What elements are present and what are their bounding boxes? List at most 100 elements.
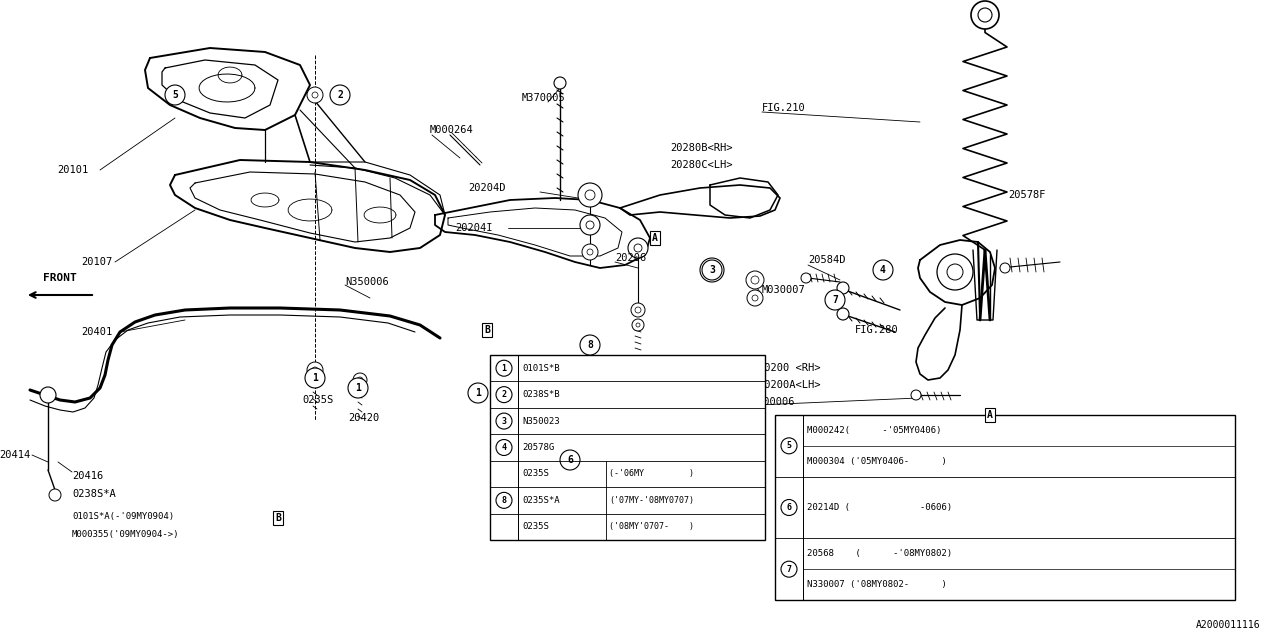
Text: 20101: 20101 bbox=[56, 165, 88, 175]
Circle shape bbox=[554, 77, 566, 89]
Circle shape bbox=[49, 489, 61, 501]
Circle shape bbox=[632, 319, 644, 331]
Circle shape bbox=[40, 387, 56, 403]
Text: FIG.210: FIG.210 bbox=[762, 103, 805, 113]
Circle shape bbox=[911, 390, 922, 400]
Text: 1: 1 bbox=[475, 388, 481, 398]
Text: N330007 ('08MY0802-      ): N330007 ('08MY0802- ) bbox=[806, 580, 947, 589]
Text: 20420: 20420 bbox=[348, 413, 379, 423]
Circle shape bbox=[348, 378, 369, 398]
Circle shape bbox=[972, 1, 998, 29]
Circle shape bbox=[837, 282, 849, 294]
Text: 20584D: 20584D bbox=[808, 255, 846, 265]
Text: 7: 7 bbox=[786, 564, 791, 573]
Circle shape bbox=[873, 260, 893, 280]
Text: 20578G: 20578G bbox=[522, 443, 554, 452]
Text: 20280C<LH>: 20280C<LH> bbox=[669, 160, 732, 170]
Circle shape bbox=[801, 273, 812, 283]
Circle shape bbox=[497, 413, 512, 429]
Text: 20401: 20401 bbox=[81, 327, 113, 337]
Text: 0238S*A: 0238S*A bbox=[72, 489, 115, 499]
Circle shape bbox=[826, 290, 845, 310]
Circle shape bbox=[746, 271, 764, 289]
Text: 20578F: 20578F bbox=[1009, 190, 1046, 200]
Text: 0235S*A: 0235S*A bbox=[522, 496, 559, 505]
Circle shape bbox=[357, 377, 364, 383]
Text: M030007: M030007 bbox=[762, 285, 805, 295]
Circle shape bbox=[468, 383, 488, 403]
Circle shape bbox=[497, 360, 512, 376]
Circle shape bbox=[588, 249, 593, 255]
Text: 20280B<RH>: 20280B<RH> bbox=[669, 143, 732, 153]
Circle shape bbox=[305, 368, 325, 388]
Text: 4: 4 bbox=[502, 443, 507, 452]
Circle shape bbox=[580, 335, 600, 355]
Text: M000264: M000264 bbox=[430, 125, 474, 135]
Text: B: B bbox=[484, 325, 490, 335]
Text: 0238S*B: 0238S*B bbox=[522, 390, 559, 399]
Text: 20416: 20416 bbox=[72, 471, 104, 481]
Text: 4: 4 bbox=[881, 265, 886, 275]
Text: 0235S: 0235S bbox=[522, 522, 549, 531]
Text: 0101S*A(-'09MY0904): 0101S*A(-'09MY0904) bbox=[72, 511, 174, 520]
Circle shape bbox=[582, 244, 598, 260]
Circle shape bbox=[632, 382, 648, 398]
Bar bbox=[490, 355, 765, 540]
Text: 7: 7 bbox=[832, 295, 838, 305]
Text: 0235S: 0235S bbox=[302, 395, 333, 405]
Circle shape bbox=[631, 303, 645, 317]
Text: FRONT: FRONT bbox=[44, 273, 77, 283]
Circle shape bbox=[701, 260, 722, 280]
Circle shape bbox=[353, 373, 367, 387]
Circle shape bbox=[748, 290, 763, 306]
Circle shape bbox=[628, 238, 648, 258]
Text: FIG.280: FIG.280 bbox=[855, 325, 899, 335]
Circle shape bbox=[1000, 263, 1010, 273]
Circle shape bbox=[978, 8, 992, 22]
Circle shape bbox=[751, 276, 759, 284]
Text: 2: 2 bbox=[502, 390, 507, 399]
Circle shape bbox=[497, 387, 512, 403]
Circle shape bbox=[585, 190, 595, 200]
Text: 0235S: 0235S bbox=[522, 469, 549, 479]
Text: 20204I: 20204I bbox=[454, 223, 493, 233]
Text: N350023: N350023 bbox=[522, 417, 559, 426]
Circle shape bbox=[579, 183, 602, 207]
Text: 1: 1 bbox=[355, 383, 361, 393]
Circle shape bbox=[307, 362, 323, 378]
Text: M000355('09MY0904->): M000355('09MY0904->) bbox=[72, 529, 179, 538]
Text: M000242(      -'05MY0406): M000242( -'05MY0406) bbox=[806, 426, 941, 435]
Text: 5: 5 bbox=[786, 442, 791, 451]
Circle shape bbox=[497, 440, 512, 456]
Text: M00006: M00006 bbox=[758, 397, 795, 407]
Circle shape bbox=[781, 561, 797, 577]
Text: 5: 5 bbox=[172, 90, 178, 100]
Text: 3: 3 bbox=[709, 265, 716, 275]
Text: 1: 1 bbox=[502, 364, 507, 372]
Text: 0510S: 0510S bbox=[648, 393, 680, 403]
Text: A2000011116: A2000011116 bbox=[1196, 620, 1260, 630]
Text: 20206: 20206 bbox=[614, 253, 646, 263]
Text: M000304 ('05MY0406-      ): M000304 ('05MY0406- ) bbox=[806, 457, 947, 466]
Text: 3: 3 bbox=[502, 417, 507, 426]
Text: 20107: 20107 bbox=[81, 257, 113, 267]
Text: 2: 2 bbox=[337, 90, 343, 100]
Text: ('08MY'0707-    ): ('08MY'0707- ) bbox=[609, 522, 694, 531]
Circle shape bbox=[312, 367, 317, 373]
Text: 20204D: 20204D bbox=[468, 183, 506, 193]
Text: M370005: M370005 bbox=[522, 93, 566, 103]
Text: 20200A<LH>: 20200A<LH> bbox=[758, 380, 820, 390]
Text: 6: 6 bbox=[786, 503, 791, 512]
Text: 1: 1 bbox=[312, 373, 317, 383]
Circle shape bbox=[781, 438, 797, 454]
Circle shape bbox=[637, 387, 643, 393]
Circle shape bbox=[636, 323, 640, 327]
Circle shape bbox=[837, 308, 849, 320]
Circle shape bbox=[753, 295, 758, 301]
Text: ('07MY-'08MY0707): ('07MY-'08MY0707) bbox=[609, 496, 694, 505]
Circle shape bbox=[937, 254, 973, 290]
Text: 8: 8 bbox=[588, 340, 593, 350]
Circle shape bbox=[947, 264, 963, 280]
Circle shape bbox=[781, 499, 797, 515]
Text: (-'06MY         ): (-'06MY ) bbox=[609, 469, 694, 479]
